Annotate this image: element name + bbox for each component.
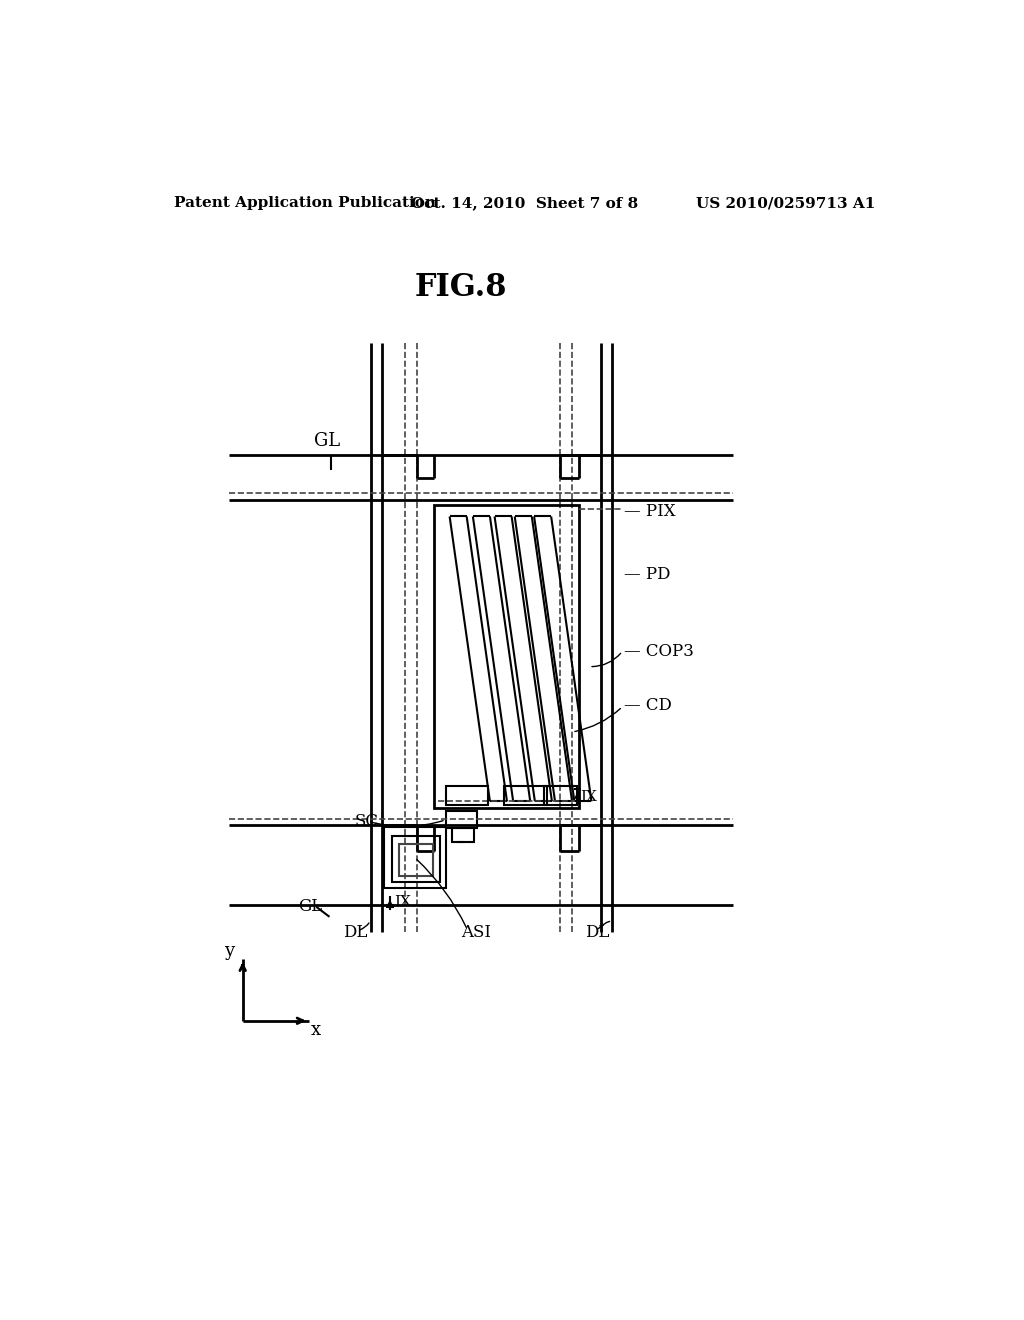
Bar — [391, 836, 439, 882]
Bar — [445, 812, 477, 829]
Text: IX: IX — [394, 895, 411, 909]
Bar — [544, 785, 577, 805]
Bar — [445, 785, 488, 805]
Bar — [452, 829, 474, 842]
Text: Oct. 14, 2010  Sheet 7 of 8: Oct. 14, 2010 Sheet 7 of 8 — [412, 197, 638, 210]
Text: — CD: — CD — [624, 697, 672, 714]
Bar — [399, 843, 433, 876]
Text: y: y — [223, 942, 233, 961]
Text: — COP3: — COP3 — [624, 643, 694, 660]
Text: — PIX: — PIX — [624, 503, 676, 520]
Bar — [434, 506, 579, 808]
Bar — [384, 826, 445, 888]
Text: DL: DL — [586, 924, 609, 941]
Text: — PD: — PD — [624, 566, 671, 582]
Text: SC: SC — [354, 813, 378, 830]
Bar — [504, 785, 547, 805]
Text: IX: IX — [580, 789, 597, 804]
Text: US 2010/0259713 A1: US 2010/0259713 A1 — [696, 197, 876, 210]
Text: GL: GL — [314, 432, 340, 450]
Text: Patent Application Publication: Patent Application Publication — [174, 197, 436, 210]
Text: DL: DL — [343, 924, 368, 941]
Text: x: x — [311, 1022, 322, 1039]
Text: GL: GL — [299, 899, 323, 915]
Text: FIG.8: FIG.8 — [415, 272, 508, 304]
Text: ASI: ASI — [461, 924, 492, 941]
